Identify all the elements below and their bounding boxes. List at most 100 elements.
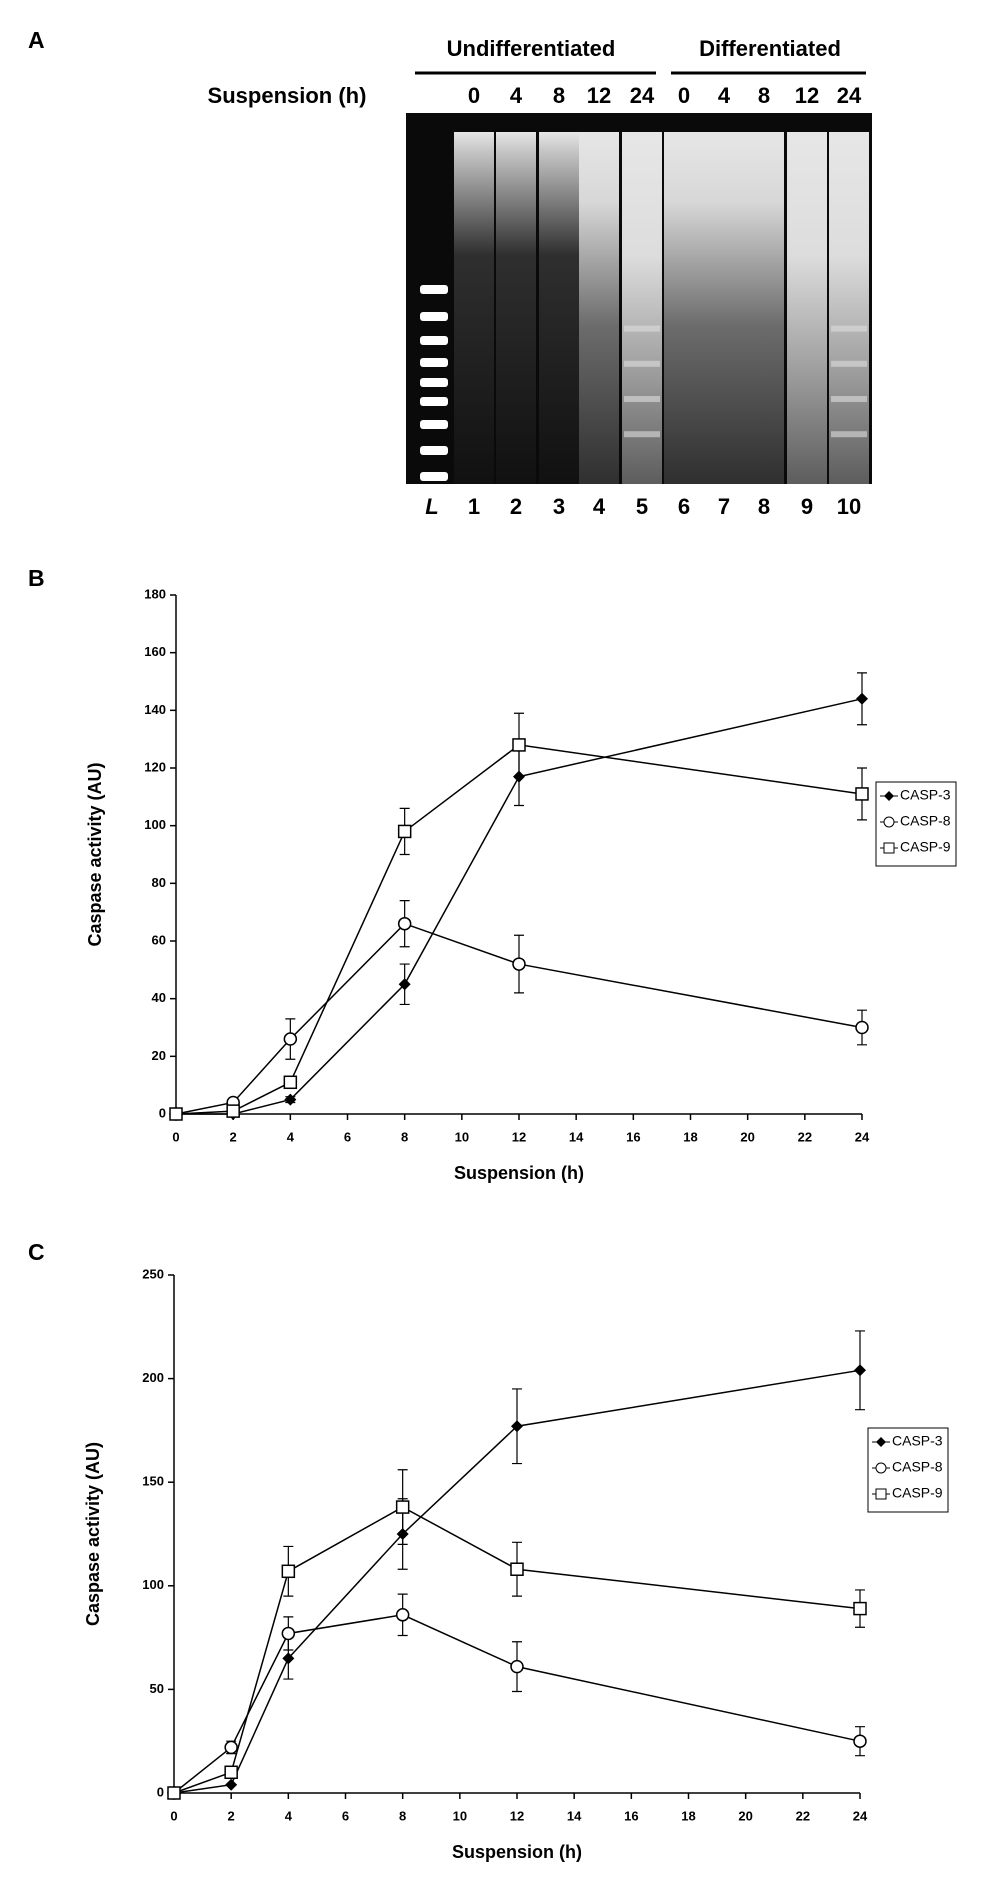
gel-band: [624, 325, 660, 332]
group-label: Differentiated: [699, 36, 841, 61]
y-axis-label: Caspase activity (AU): [85, 762, 105, 946]
lane-label: 8: [758, 494, 770, 519]
marker: [284, 1093, 297, 1106]
marker: [512, 738, 526, 752]
gel-lane: [664, 132, 704, 484]
x-axis-label: Suspension (h): [452, 1842, 582, 1862]
series-line: [173, 1506, 861, 1794]
marker: [169, 1107, 183, 1121]
gel-band: [624, 431, 660, 438]
x-tick-label: 6: [342, 1808, 349, 1823]
gel-band: [624, 396, 660, 402]
ladder-band: [420, 446, 448, 455]
y-tick-label: 0: [159, 1105, 166, 1120]
y-tick-label: 160: [144, 644, 166, 659]
y-tick-label: 200: [142, 1370, 164, 1385]
lane-label: 6: [678, 494, 690, 519]
marker: [226, 1104, 240, 1118]
x-tick-label: 8: [401, 1129, 408, 1144]
y-tick-label: 40: [152, 990, 166, 1005]
marker: [397, 916, 412, 931]
x-tick-label: 20: [740, 1129, 754, 1144]
time-label: 8: [553, 83, 565, 108]
marker: [167, 1786, 181, 1800]
marker: [510, 1659, 524, 1674]
gel: [406, 113, 872, 484]
time-label: 0: [468, 83, 480, 108]
legend-label: CASP-3: [900, 787, 951, 803]
lane-label: 1: [468, 494, 480, 519]
time-label: 4: [510, 83, 523, 108]
series-line: [173, 1369, 861, 1794]
gel-band: [831, 325, 867, 332]
gel-band: [831, 431, 867, 438]
ladder-band: [420, 472, 448, 481]
time-label: 24: [630, 83, 655, 108]
marker: [281, 1626, 296, 1641]
legend-label: CASP-8: [892, 1459, 943, 1475]
x-tick-label: 24: [853, 1808, 868, 1823]
legend-label: CASP-3: [892, 1433, 943, 1449]
gel-lane: [496, 132, 536, 484]
gel-lane: [579, 132, 619, 484]
y-tick-label: 20: [152, 1048, 166, 1063]
legend-marker: [876, 1437, 886, 1447]
gel-lane: [622, 132, 662, 484]
x-tick-label: 8: [399, 1808, 406, 1823]
gel-lane: [704, 132, 744, 484]
marker: [224, 1740, 238, 1755]
gel-lane: [454, 132, 494, 484]
time-label: 0: [678, 83, 690, 108]
y-tick-label: 250: [142, 1266, 164, 1281]
marker: [398, 978, 411, 991]
series-line: [173, 1614, 861, 1794]
marker: [282, 1652, 295, 1665]
marker: [281, 1564, 296, 1579]
x-tick-label: 2: [230, 1129, 237, 1144]
x-tick-label: 16: [626, 1129, 640, 1144]
marker: [395, 1500, 410, 1514]
x-tick-label: 22: [798, 1129, 812, 1144]
ladder-band: [420, 378, 448, 387]
x-tick-label: 10: [455, 1129, 469, 1144]
x-tick-label: 14: [569, 1129, 584, 1144]
y-tick-label: 120: [144, 759, 166, 774]
y-tick-label: 150: [142, 1474, 164, 1489]
legend-label: CASP-8: [900, 813, 951, 829]
ladder-band: [420, 397, 448, 406]
row-label: Suspension (h): [208, 83, 367, 108]
lane-label: 7: [718, 494, 730, 519]
series-line: [175, 744, 863, 1115]
x-tick-label: 2: [228, 1808, 235, 1823]
series-line: [175, 922, 863, 1115]
marker: [225, 1778, 238, 1791]
x-tick-label: 14: [567, 1808, 582, 1823]
lane-label: 3: [553, 494, 565, 519]
legend-marker: [875, 1488, 887, 1500]
y-tick-label: 180: [144, 586, 166, 601]
time-label: 8: [758, 83, 770, 108]
gel-lane: [539, 132, 579, 484]
x-tick-label: 6: [344, 1129, 351, 1144]
x-tick-label: 18: [681, 1808, 695, 1823]
ladder-band: [420, 312, 448, 321]
panel-label: C: [28, 1239, 45, 1265]
marker: [855, 787, 869, 801]
lane-label: 4: [593, 494, 606, 519]
x-tick-label: 0: [170, 1808, 177, 1823]
marker: [853, 1601, 867, 1616]
ladder-band: [420, 285, 448, 294]
lane-label: 9: [801, 494, 813, 519]
legend-marker: [884, 791, 894, 801]
legend-marker: [875, 1462, 887, 1474]
x-tick-label: 22: [796, 1808, 810, 1823]
marker: [512, 957, 526, 971]
gel-lane: [787, 132, 827, 484]
marker: [856, 692, 868, 705]
y-tick-label: 80: [152, 875, 166, 890]
marker: [855, 1020, 869, 1035]
y-tick-label: 140: [144, 702, 166, 717]
lane-label: 5: [636, 494, 648, 519]
marker: [511, 1420, 523, 1433]
x-tick-label: 24: [855, 1129, 870, 1144]
